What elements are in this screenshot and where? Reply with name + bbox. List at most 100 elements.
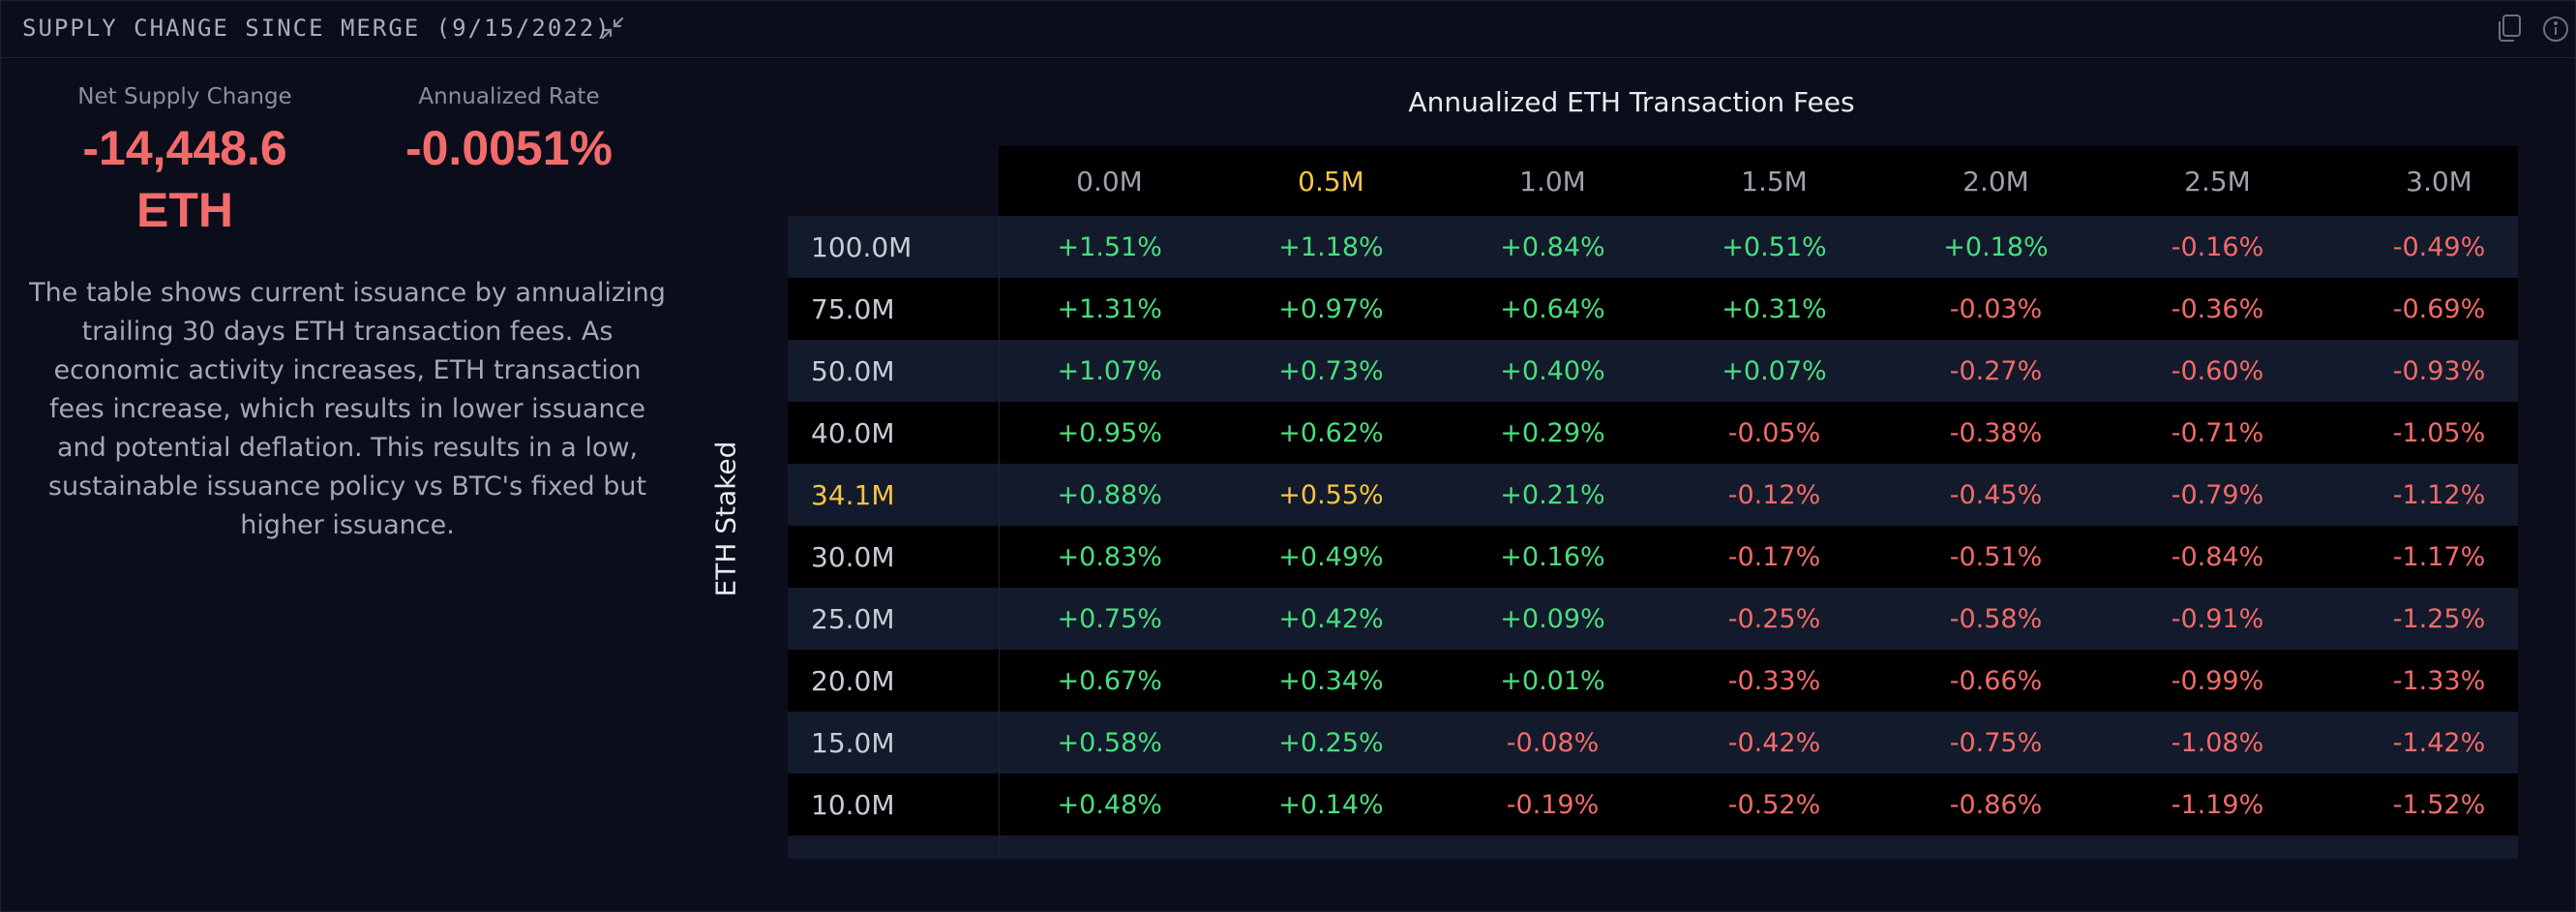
table-cell: +1.18% xyxy=(1220,216,1442,278)
table-cell: -0.75% xyxy=(1885,712,2107,774)
table-row: 75.0M +1.31% +0.97% +0.64% +0.31% -0.03% -0.36… xyxy=(788,278,2518,340)
table-cell-clipped xyxy=(999,836,1220,859)
table-cell: +0.67% xyxy=(999,650,1220,712)
row-label: 34.1M xyxy=(788,464,1000,526)
column-header: 0.0M xyxy=(999,146,1220,216)
table-cell: +0.25% xyxy=(1220,712,1442,774)
panel-title: SUPPLY CHANGE SINCE MERGE (9/15/2022) xyxy=(22,15,612,42)
table-cell: -1.17% xyxy=(2328,526,2518,588)
table-cell: +0.64% xyxy=(1442,278,1663,340)
table-cell: -1.05% xyxy=(2328,402,2518,464)
net-supply-change-stat: Net Supply Change -14,448.6 ETH xyxy=(40,84,330,241)
table-cell: +0.62% xyxy=(1220,402,1442,464)
row-label: 50.0M xyxy=(788,340,1000,402)
table-cell: -0.45% xyxy=(1885,464,2107,526)
table-cell: +0.09% xyxy=(1442,588,1663,650)
table-cell: -0.27% xyxy=(1885,340,2107,402)
table-cell: -0.69% xyxy=(2328,278,2518,340)
table-cell-clipped xyxy=(1663,836,1885,859)
table-cell: -0.05% xyxy=(1663,402,1885,464)
table-cell: +0.88% xyxy=(999,464,1220,526)
row-label: 10.0M xyxy=(788,774,1000,836)
column-header: 1.5M xyxy=(1663,146,1885,216)
annualized-rate-stat: Annualized Rate -0.0051% xyxy=(383,84,635,179)
column-header-highlighted: 0.5M xyxy=(1220,146,1442,216)
issuance-description: The table shows current issuance by annu… xyxy=(29,278,666,540)
table-cell: -0.79% xyxy=(2107,464,2328,526)
table-cell: -0.51% xyxy=(1885,526,2107,588)
table-row: 25.0M +0.75% +0.42% +0.09% -0.25% -0.58% -0.91… xyxy=(788,588,2518,650)
table-cell: +0.42% xyxy=(1220,588,1442,650)
row-label: 25.0M xyxy=(788,588,1000,650)
table-cell: +0.83% xyxy=(999,526,1220,588)
table-row: 15.0M +0.58% +0.25% -0.08% -0.42% -0.75% -1.08… xyxy=(788,712,2518,774)
row-label: 30.0M xyxy=(788,526,1000,588)
table-row: 34.1M +0.88% +0.55% +0.21% -0.12% -0.45% -0.79… xyxy=(788,464,2518,526)
column-header: 2.0M xyxy=(1885,146,2107,216)
table-header-row: 0.0M 0.5M 1.0M 1.5M 2.0M 2.5M 3.0M xyxy=(788,146,2518,216)
column-header: 3.0M xyxy=(2328,146,2518,216)
table-cell: -0.99% xyxy=(2107,650,2328,712)
y-axis-title: ETH Staked xyxy=(709,441,742,597)
table-cell: +0.14% xyxy=(1220,774,1442,836)
table-cell: -0.16% xyxy=(2107,216,2328,278)
table-cell: -0.84% xyxy=(2107,526,2328,588)
table-cell-clipped xyxy=(1442,836,1663,859)
table-row: 20.0M +0.67% +0.34% +0.01% -0.33% -0.66% -0.99… xyxy=(788,650,2518,712)
issuance-table: 0.0M 0.5M 1.0M 1.5M 2.0M 2.5M 3.0M 100.0… xyxy=(788,146,2518,859)
table-cell: +0.84% xyxy=(1442,216,1663,278)
table-cell: +0.55% xyxy=(1220,464,1442,526)
collapse-arrows-icon[interactable] xyxy=(599,15,626,42)
table-cell: +0.51% xyxy=(1663,216,1885,278)
table-cell: -0.49% xyxy=(2328,216,2518,278)
table-cell: +0.75% xyxy=(999,588,1220,650)
table-cell: -0.71% xyxy=(2107,402,2328,464)
table-cell: +1.31% xyxy=(999,278,1220,340)
table-row: 40.0M +0.95% +0.62% +0.29% -0.05% -0.38% -0.71… xyxy=(788,402,2518,464)
table-cell-clipped xyxy=(788,836,1000,859)
table-cell: +0.18% xyxy=(1885,216,2107,278)
table-cell: -0.60% xyxy=(2107,340,2328,402)
table-cell: -0.93% xyxy=(2328,340,2518,402)
table-cell: -0.42% xyxy=(1663,712,1885,774)
net-supply-change-label: Net Supply Change xyxy=(77,84,292,109)
row-label: 100.0M xyxy=(788,216,1000,278)
table-cell: -0.08% xyxy=(1442,712,1663,774)
row-label: 75.0M xyxy=(788,278,1000,340)
table-corner xyxy=(788,146,999,216)
table-row: 100.0M +1.51% +1.18% +0.84% +0.51% +0.18% -0.1… xyxy=(788,216,2518,278)
table-cell: -0.03% xyxy=(1885,278,2107,340)
table-cell: -0.52% xyxy=(1663,774,1885,836)
table-row: 30.0M +0.83% +0.49% +0.16% -0.17% -0.51% -0.84… xyxy=(788,526,2518,588)
table-cell: +1.51% xyxy=(999,216,1220,278)
table-body: 100.0M +1.51% +1.18% +0.84% +0.51% +0.18% -0.1… xyxy=(788,216,2518,859)
table-cell-clipped xyxy=(2328,836,2518,859)
table-cell: +0.48% xyxy=(999,774,1220,836)
table-cell-clipped xyxy=(1885,836,2107,859)
table-cell: +0.73% xyxy=(1220,340,1442,402)
table-cell: -0.91% xyxy=(2107,588,2328,650)
row-label: 15.0M xyxy=(788,712,1000,774)
table-cell: -0.66% xyxy=(1885,650,2107,712)
table-row: 10.0M +0.48% +0.14% -0.19% -0.52% -0.86% -1.19… xyxy=(788,774,2518,836)
panel-header: SUPPLY CHANGE SINCE MERGE (9/15/2022) xyxy=(1,1,2575,58)
table-cell: -0.25% xyxy=(1663,588,1885,650)
table-cell: +0.49% xyxy=(1220,526,1442,588)
table-cell: -0.19% xyxy=(1442,774,1663,836)
table-cell: +0.95% xyxy=(999,402,1220,464)
table-cell: +0.29% xyxy=(1442,402,1663,464)
issuance-table-scroll[interactable]: 0.0M 0.5M 1.0M 1.5M 2.0M 2.5M 3.0M 100.0… xyxy=(788,146,2518,859)
table-cell: -1.33% xyxy=(2328,650,2518,712)
copy-icon[interactable] xyxy=(2496,14,2523,43)
annualized-rate-value: -0.0051% xyxy=(404,121,614,175)
table-cell-clipped xyxy=(1220,836,1442,859)
x-axis-title: Annualized ETH Transaction Fees xyxy=(1408,86,1855,118)
table-cell: +0.58% xyxy=(999,712,1220,774)
info-icon[interactable] xyxy=(2541,15,2570,44)
table-cell: -0.86% xyxy=(1885,774,2107,836)
table-cell: +0.40% xyxy=(1442,340,1663,402)
table-cell: -1.12% xyxy=(2328,464,2518,526)
annualized-rate-label: Annualized Rate xyxy=(418,84,600,109)
column-header: 1.0M xyxy=(1442,146,1663,216)
